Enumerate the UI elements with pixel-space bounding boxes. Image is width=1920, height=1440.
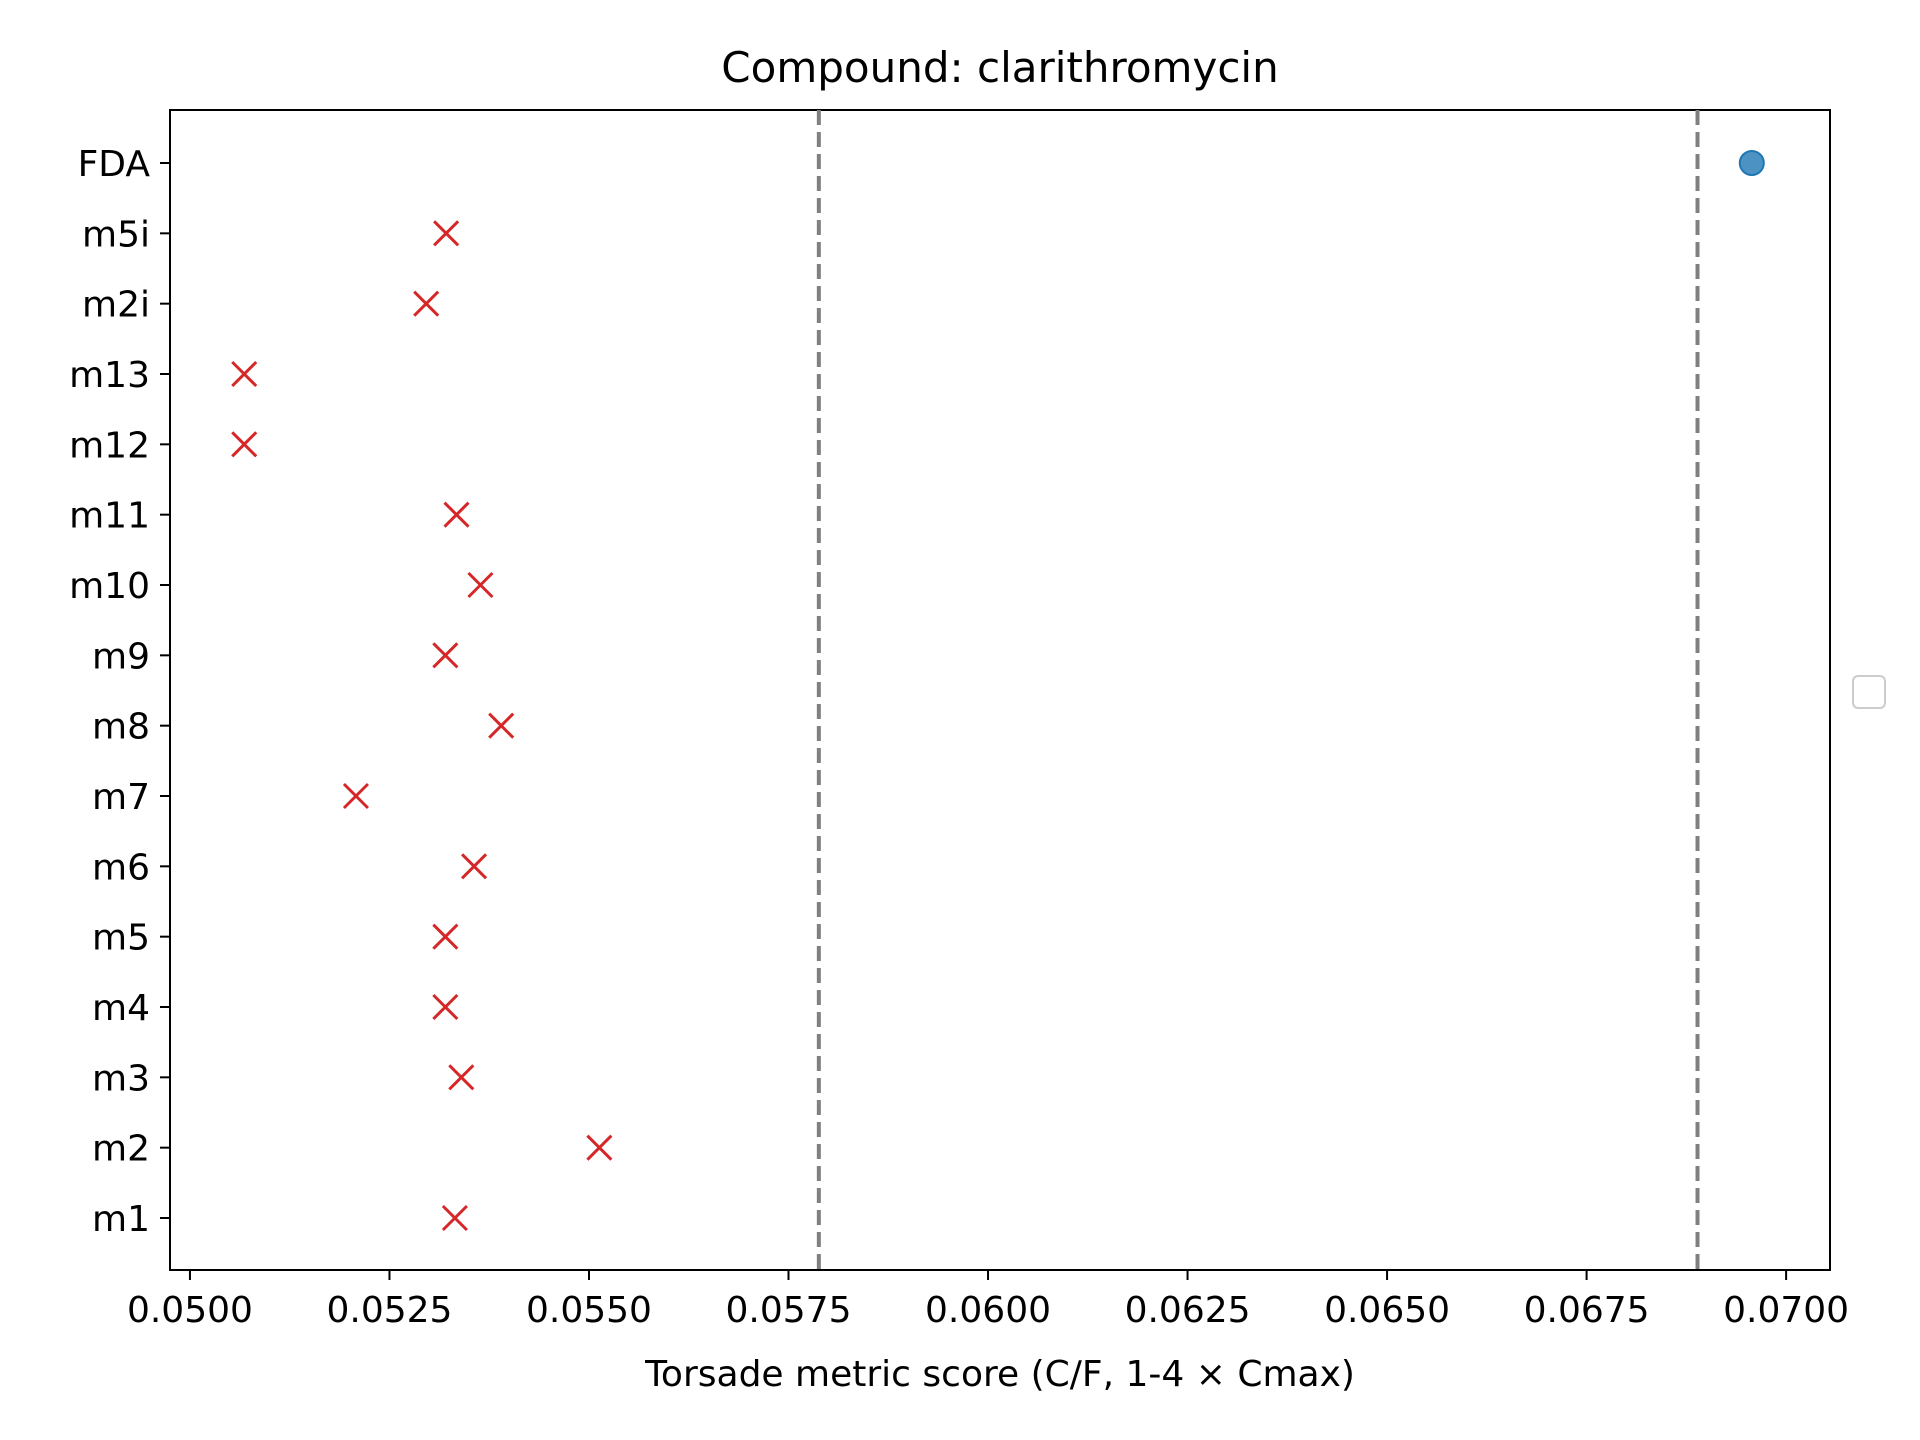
x-axis-ticks: 0.0500 0.0525 0.0550 0.0575 0.0600 0.0625 0.06… bbox=[127, 1270, 1849, 1331]
x-tick-label: 0.0500 bbox=[127, 1290, 253, 1331]
marker-x-m4 bbox=[432, 993, 459, 1021]
y-tick-label: m1 bbox=[92, 1199, 150, 1240]
y-tick-label: m4 bbox=[92, 988, 150, 1029]
marker-dot-FDA bbox=[1738, 150, 1765, 176]
marker-x-m2 bbox=[586, 1134, 613, 1161]
y-tick-label: m13 bbox=[69, 355, 150, 396]
marker-x-m11 bbox=[443, 501, 470, 528]
y-tick-label: m3 bbox=[92, 1058, 150, 1099]
marker-x-m1 bbox=[441, 1204, 468, 1232]
marker-x-m10 bbox=[467, 571, 494, 599]
x-tick-label: 0.0625 bbox=[1125, 1290, 1251, 1331]
x-tick-label: 0.0600 bbox=[925, 1290, 1051, 1331]
y-tick-label: m2 bbox=[92, 1129, 150, 1170]
data-markers bbox=[231, 150, 1765, 1232]
y-tick-label: m5 bbox=[92, 918, 150, 959]
x-tick-label: 0.0550 bbox=[526, 1290, 652, 1331]
marker-x-m5 bbox=[432, 923, 459, 950]
marker-x-m12 bbox=[231, 431, 258, 458]
y-tick-label: m6 bbox=[92, 847, 150, 888]
y-tick-label: m8 bbox=[92, 707, 150, 748]
x-tick-label: 0.0525 bbox=[326, 1290, 452, 1331]
chart-title: Compound: clarithromycin bbox=[721, 43, 1278, 92]
plot-area bbox=[169, 109, 1831, 1271]
marker-x-m7 bbox=[342, 782, 370, 810]
y-tick-label: m7 bbox=[92, 777, 150, 818]
x-tick-label: 0.0650 bbox=[1324, 1290, 1450, 1331]
y-axis-ticks: m1 m2 m3 m4 m5 m6 m7 m8 m9 m10 m11 m12 m13 m2i m5i FDA bbox=[69, 144, 170, 1240]
x-tick-label: 0.0575 bbox=[726, 1290, 852, 1331]
x-axis-label: Torsade metric score (C/F, 1-4 × Cmax) bbox=[644, 1354, 1355, 1395]
y-tick-label: m10 bbox=[69, 566, 150, 607]
y-tick-label: m5i bbox=[82, 214, 150, 255]
y-tick-label: m12 bbox=[69, 425, 150, 466]
marker-x-m2i bbox=[413, 290, 440, 317]
reference-lines bbox=[816, 110, 1700, 1270]
x-tick-label: 0.0700 bbox=[1723, 1290, 1849, 1331]
y-tick-label: m11 bbox=[69, 496, 150, 537]
x-tick-label: 0.0675 bbox=[1524, 1290, 1650, 1331]
marker-x-m5i bbox=[433, 220, 460, 247]
y-tick-label: m2i bbox=[82, 285, 150, 326]
marker-x-m3 bbox=[448, 1064, 475, 1091]
y-tick-label: FDA bbox=[78, 144, 151, 185]
marker-x-m13 bbox=[231, 360, 258, 388]
y-tick-label: m9 bbox=[92, 636, 150, 677]
marker-x-m9 bbox=[432, 642, 459, 669]
marker-x-m8 bbox=[488, 712, 515, 739]
legend-box bbox=[1852, 675, 1886, 709]
marker-x-m6 bbox=[461, 853, 488, 880]
